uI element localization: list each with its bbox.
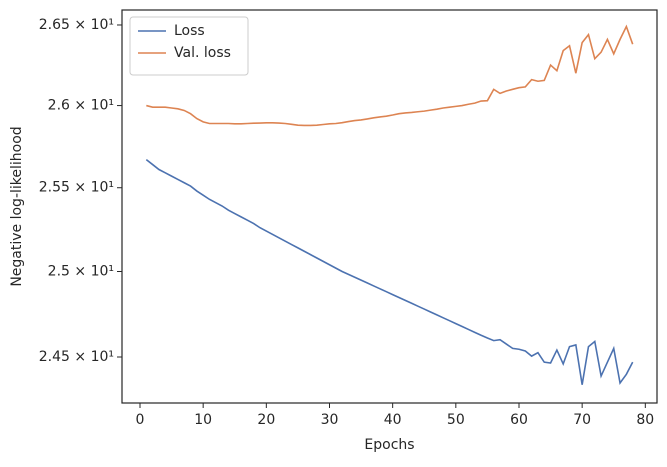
x-tick-label: 10 xyxy=(194,412,212,428)
x-tick-label: 80 xyxy=(636,412,654,428)
legend-label: Loss xyxy=(174,23,205,39)
x-tick-label: 60 xyxy=(510,412,528,428)
line-series xyxy=(146,24,634,127)
legend-label: Val. loss xyxy=(174,45,231,61)
y-tick-label: 2.6 × 10¹ xyxy=(48,98,114,114)
y-tick-label: 2.45 × 10¹ xyxy=(39,349,114,365)
x-tick-label: 70 xyxy=(573,412,591,428)
x-tick-label: 30 xyxy=(321,412,339,428)
y-tick-label: 2.65 × 10¹ xyxy=(39,17,114,33)
x-tick-label: 40 xyxy=(384,412,402,428)
x-tick-label: 50 xyxy=(447,412,465,428)
line-series xyxy=(145,158,634,385)
x-tick-label: 20 xyxy=(257,412,275,428)
y-axis-label: Negative log-likelihood xyxy=(9,126,25,286)
y-tick-label: 2.5 × 10¹ xyxy=(48,264,114,280)
x-tick-label: 0 xyxy=(136,412,145,428)
x-axis-label: Epochs xyxy=(364,437,414,453)
plot-frame xyxy=(121,9,658,404)
y-tick-label: 2.55 × 10¹ xyxy=(39,180,114,196)
